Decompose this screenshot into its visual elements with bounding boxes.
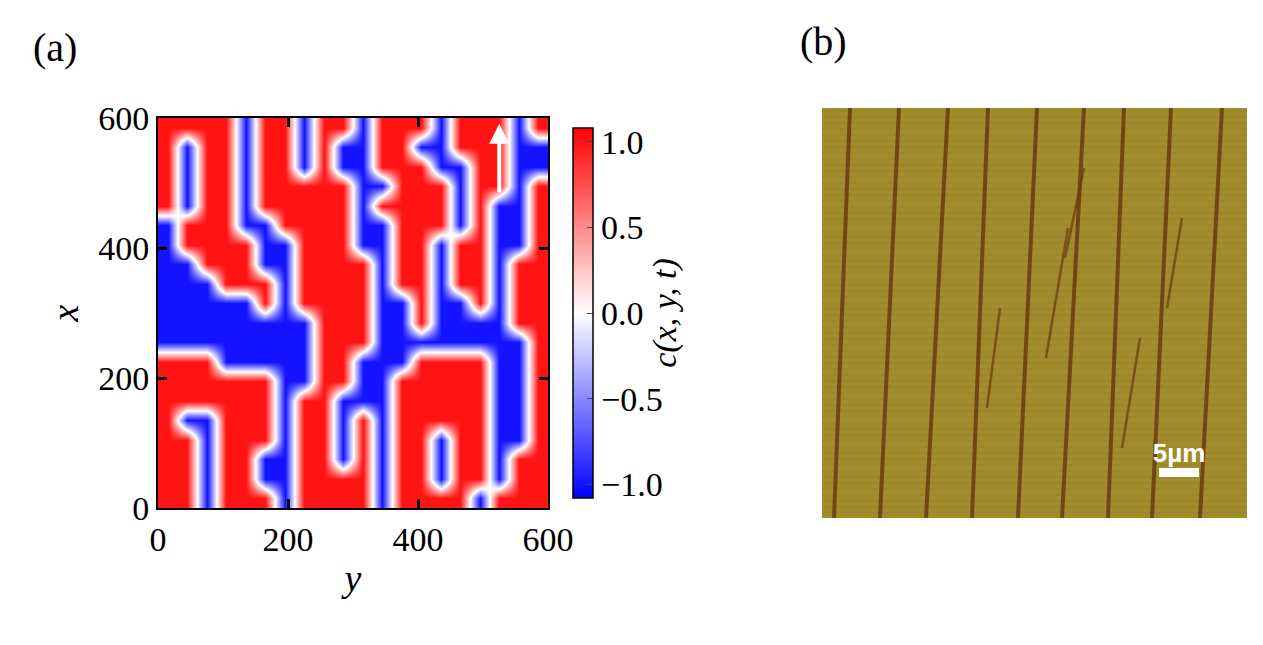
svg-text:400: 400 <box>98 230 149 267</box>
svg-text:200: 200 <box>263 521 314 558</box>
svg-text:400: 400 <box>393 521 444 558</box>
svg-text:0.0: 0.0 <box>601 295 644 332</box>
html-text:(b): (b) <box>800 19 847 64</box>
svg-text:600: 600 <box>523 521 574 558</box>
svg-text:5µm: 5µm <box>1153 438 1206 468</box>
svg-text:0: 0 <box>150 521 167 558</box>
svg-text:600: 600 <box>98 100 149 137</box>
svg-text:x: x <box>44 304 86 322</box>
svg-text:0: 0 <box>132 490 149 527</box>
svg-text:1.0: 1.0 <box>601 124 644 161</box>
svg-text:y: y <box>341 557 362 599</box>
svg-text:−0.5: −0.5 <box>601 381 663 418</box>
svg-text:c(x, y, t): c(x, y, t) <box>646 258 684 368</box>
svg-text:−1.0: −1.0 <box>601 466 663 503</box>
svg-text:(a): (a) <box>33 25 77 70</box>
svg-text:200: 200 <box>98 360 149 397</box>
svg-text:0.5: 0.5 <box>601 209 644 246</box>
